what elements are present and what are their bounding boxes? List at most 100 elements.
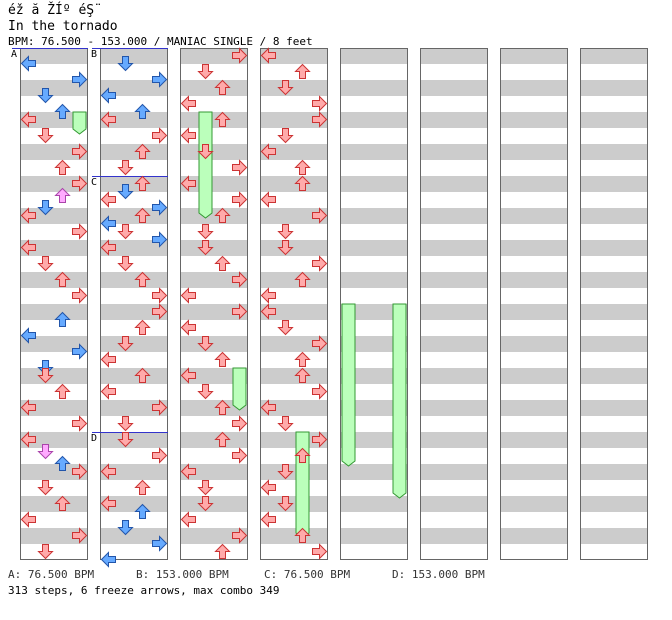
beat-band — [20, 480, 88, 496]
beat-band — [340, 368, 408, 384]
up-arrow-note — [294, 527, 311, 543]
beat-band — [340, 512, 408, 528]
beat-band — [100, 288, 168, 304]
up-arrow-note — [134, 207, 151, 223]
beat-band — [580, 336, 648, 352]
left-arrow-note — [100, 383, 116, 400]
beat-band — [20, 416, 88, 432]
beat-band — [580, 112, 648, 128]
song-subtitle: In the tornado — [8, 19, 118, 34]
down-arrow-note — [37, 444, 54, 460]
beat-band — [180, 464, 248, 480]
beat-band — [260, 160, 328, 176]
beat-band — [180, 208, 248, 224]
down-arrow-note — [197, 224, 214, 240]
beat-band — [100, 192, 168, 208]
beat-band — [180, 144, 248, 160]
up-arrow-note — [214, 431, 231, 447]
beat-band — [100, 336, 168, 352]
beat-band — [580, 352, 648, 368]
right-arrow-note — [152, 447, 168, 464]
beat-band — [100, 48, 168, 64]
right-arrow-note — [72, 415, 88, 432]
beat-band — [20, 448, 88, 464]
beat-band — [260, 352, 328, 368]
left-arrow-note — [180, 367, 196, 384]
beat-band — [20, 464, 88, 480]
beat-band — [420, 416, 488, 432]
beat-band — [100, 512, 168, 528]
down-arrow-note — [197, 384, 214, 400]
right-arrow-note — [72, 527, 88, 544]
right-arrow-note — [72, 223, 88, 240]
down-arrow-note — [37, 128, 54, 144]
beat-band — [100, 528, 168, 544]
beat-band — [580, 176, 648, 192]
beat-band — [260, 224, 328, 240]
beat-band — [500, 384, 568, 400]
right-arrow-note — [312, 335, 328, 352]
beat-band — [580, 368, 648, 384]
song-title: éž ă ŽÍº éŞ¨ — [8, 3, 102, 18]
beat-band — [500, 448, 568, 464]
beat-band — [20, 144, 88, 160]
right-arrow-note — [312, 543, 328, 560]
down-arrow-note — [277, 224, 294, 240]
beat-band — [340, 256, 408, 272]
down-arrow-note — [277, 464, 294, 480]
beat-band — [100, 272, 168, 288]
beat-band — [20, 48, 88, 64]
beat-band — [580, 272, 648, 288]
beat-band — [100, 432, 168, 448]
left-arrow-note — [260, 47, 276, 64]
beat-band — [580, 512, 648, 528]
beat-band — [340, 384, 408, 400]
beat-band — [340, 272, 408, 288]
beat-band — [100, 224, 168, 240]
beat-band — [340, 464, 408, 480]
beat-band — [20, 528, 88, 544]
beat-band — [500, 512, 568, 528]
beat-band — [580, 256, 648, 272]
beat-band — [340, 416, 408, 432]
down-arrow-note — [37, 480, 54, 496]
beat-band — [580, 240, 648, 256]
beat-band — [340, 544, 408, 560]
beat-band — [260, 528, 328, 544]
up-arrow-note — [134, 479, 151, 495]
up-arrow-note — [54, 383, 71, 399]
beat-band — [340, 320, 408, 336]
beat-band — [420, 464, 488, 480]
beat-band — [20, 352, 88, 368]
beat-band — [260, 112, 328, 128]
down-arrow-note — [117, 336, 134, 352]
beat-band — [260, 320, 328, 336]
beat-band — [580, 144, 648, 160]
down-arrow-note — [37, 256, 54, 272]
right-arrow-note — [152, 71, 168, 88]
beat-band — [20, 496, 88, 512]
up-arrow-note — [134, 271, 151, 287]
beat-band — [340, 448, 408, 464]
beat-band — [500, 464, 568, 480]
beat-band — [260, 240, 328, 256]
beat-band — [260, 512, 328, 528]
left-arrow-note — [180, 175, 196, 192]
down-arrow-note — [277, 496, 294, 512]
beat-band — [20, 432, 88, 448]
beat-band — [20, 160, 88, 176]
right-arrow-note — [312, 207, 328, 224]
beat-band — [180, 128, 248, 144]
down-arrow-note — [277, 416, 294, 432]
left-arrow-note — [100, 111, 116, 128]
beat-band — [580, 384, 648, 400]
beat-band — [420, 256, 488, 272]
beat-band — [180, 432, 248, 448]
beat-band — [420, 320, 488, 336]
left-arrow-note — [260, 511, 276, 528]
beat-band — [500, 400, 568, 416]
beat-band — [180, 384, 248, 400]
down-arrow-note — [197, 496, 214, 512]
down-arrow-note — [277, 320, 294, 336]
beat-band — [580, 432, 648, 448]
